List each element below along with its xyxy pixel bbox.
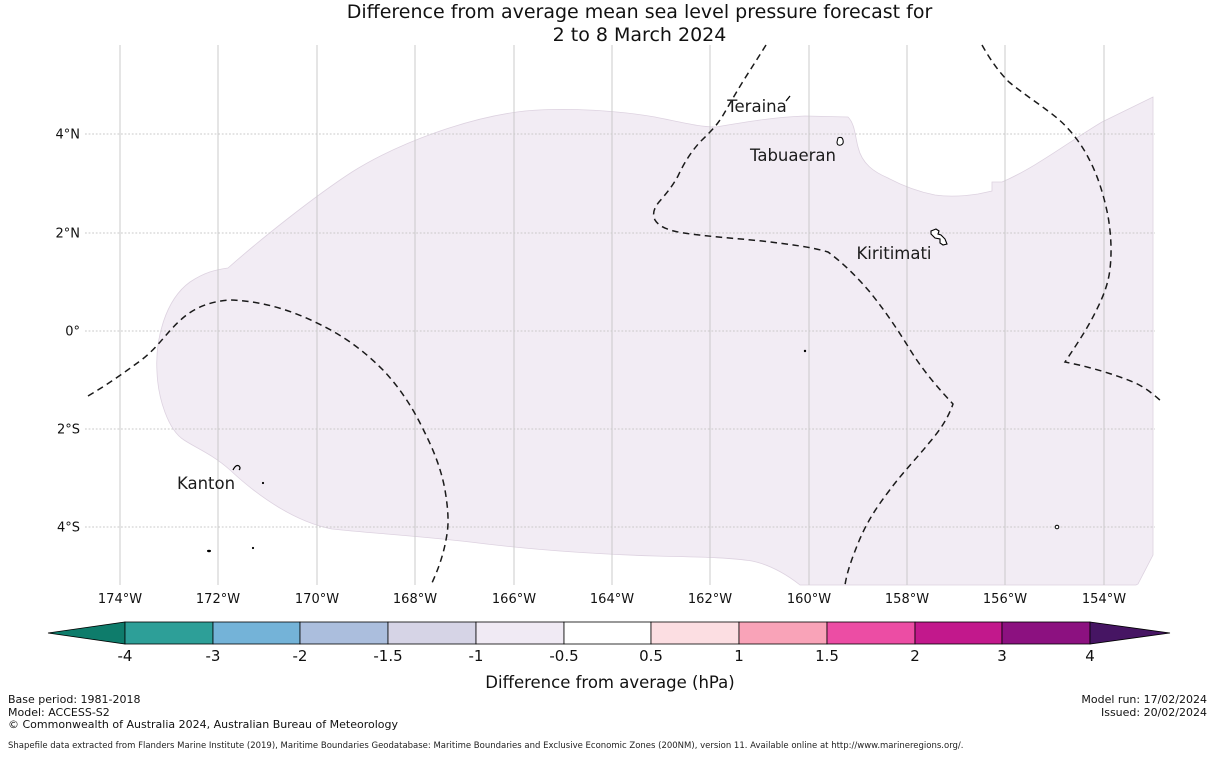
shapefile-attribution: Shapefile data extracted from Flanders M… [8,741,964,751]
lat-tick-4n: 4°N [56,128,81,143]
issued-text: Issued: 20/02/2024 [1100,705,1207,719]
colorbar-axis-label: Difference from average (hPa) [485,673,734,692]
colorbar-segment-4 [475,621,565,645]
lon-tick-162w: 162°W [688,592,732,607]
lon-tick-154w: 154°W [1082,592,1126,607]
colorbar-segment-0 [124,621,214,645]
colorbar [47,621,1171,645]
lon-tick-172w: 172°W [196,592,240,607]
colorbar-segment-9 [914,621,1003,645]
lat-tick-0: 0° [65,325,80,340]
kanton-island [232,464,241,471]
colorbar-tick-neg4: -4 [118,647,133,665]
footnote-left: Base period: 1981-2018 Model: ACCESS-S2 … [8,693,398,732]
colorbar-tick-2: 2 [910,647,920,665]
place-label-kiritimati: Kiritimati [856,244,931,263]
colorbar-tick-neg3: -3 [206,647,221,665]
lat-tick-2s: 2°S [57,423,80,438]
small-island-dot-4 [251,546,255,550]
eez-boundary-lines [87,44,1162,586]
colorbar-segment-3 [387,621,477,645]
colorbar-segment-1 [212,621,301,645]
colorbar-tick-neg0p5: -0.5 [549,647,578,665]
base-period-text: Base period: 1981-2018 [8,693,141,706]
colorbar-tick-0p5: 0.5 [639,647,663,665]
copyright-text: © Commonwealth of Australia 2024, Austra… [8,718,398,731]
colorbar-tick-3: 3 [997,647,1007,665]
colorbar-tick-4: 4 [1085,647,1095,665]
place-label-tabuaeran: Tabuaeran [749,146,836,165]
colorbar-segment-5 [563,621,652,645]
islands [207,95,1060,553]
lat-tick-2n: 2°N [56,227,81,242]
lon-tick-174w: 174°W [98,592,142,607]
kiritimati-island [930,228,948,246]
eez-boundary-west [87,299,449,586]
small-island-dot-2 [261,481,265,485]
lon-tick-164w: 164°W [590,592,634,607]
colorbar-segment-10 [1001,621,1091,645]
colorbar-tick-neg2: -2 [293,647,308,665]
small-island-dot-1 [803,349,807,353]
chart-title-line2: 2 to 8 March 2024 [552,24,727,46]
colorbar-arrow-right [1089,621,1171,645]
lon-tick-168w: 168°W [393,592,437,607]
colorbar-tick-1: 1 [734,647,744,665]
lon-tick-160w: 160°W [787,592,831,607]
colorbar-segment-6 [650,621,740,645]
map-plot: Teraina Tabuaeran Kiritimati Kanton 4°N … [47,44,1171,692]
colorbar-arrow-left [47,621,126,645]
lon-tick-170w: 170°W [295,592,339,607]
teraina-island [785,95,791,102]
colorbar-tick-neg1p5: -1.5 [373,647,402,665]
colorbar-segment-2 [299,621,389,645]
colorbar-segment-7 [738,621,828,645]
pressure-anomaly-shaded-region [156,96,1154,586]
colorbar-tick-1p5: 1.5 [815,647,839,665]
lon-tick-166w: 166°W [492,592,536,607]
place-label-teraina: Teraina [726,97,786,116]
longitude-gridlines [119,45,1105,585]
footnote-right: Model run: 17/02/2024 Issued: 20/02/2024 [1081,693,1207,719]
small-island-dot-3 [207,549,211,553]
chart-title: Difference from average mean sea level p… [30,1,1219,47]
model-text: Model: ACCESS-S2 [8,705,110,719]
lon-tick-158w: 158°W [885,592,929,607]
colorbar-segment-8 [826,621,916,645]
lon-tick-156w: 156°W [983,592,1027,607]
small-island-ring [1054,524,1060,530]
chart-title-line1: Difference from average mean sea level p… [346,1,933,23]
lat-tick-4s: 4°S [57,521,80,536]
model-run-text: Model run: 17/02/2024 [1081,693,1207,706]
place-label-kanton: Kanton [177,474,235,493]
eez-boundary-line-islands-west [652,44,954,586]
tabuaeran-island [836,136,844,146]
colorbar-tick-neg1: -1 [469,647,484,665]
